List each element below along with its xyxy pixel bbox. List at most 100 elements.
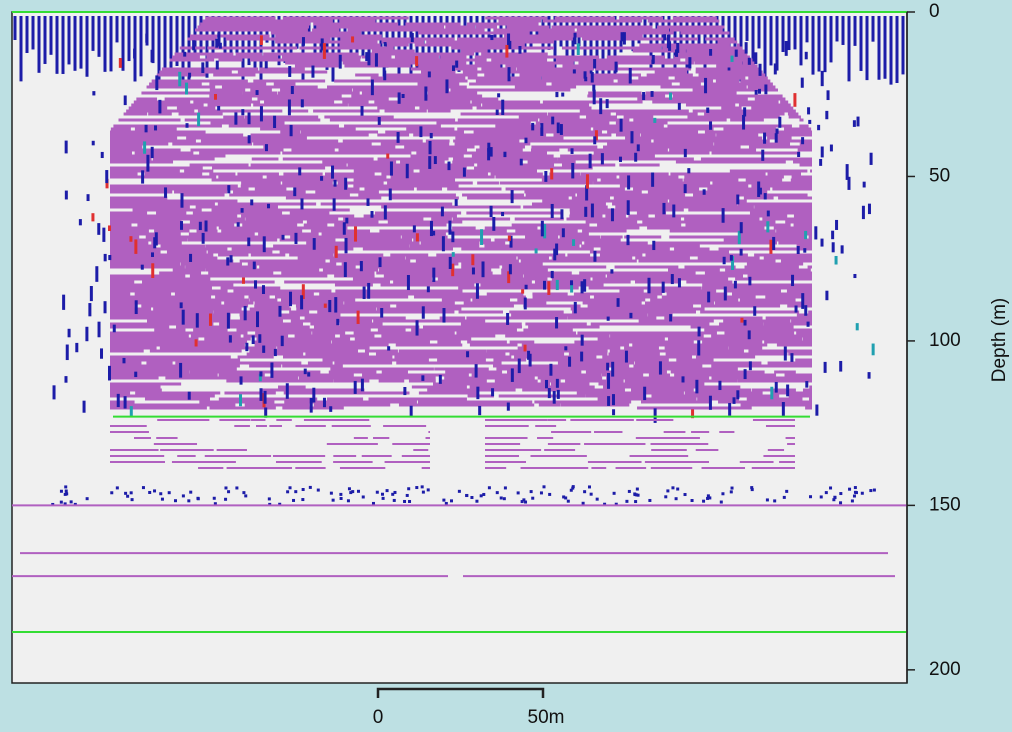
texture xyxy=(241,208,244,213)
texture xyxy=(556,280,559,290)
texture xyxy=(630,131,633,143)
texture xyxy=(599,98,602,114)
texture xyxy=(718,381,721,390)
texture xyxy=(312,388,315,403)
texture xyxy=(406,494,409,497)
texture xyxy=(574,302,577,313)
texture xyxy=(148,491,151,494)
texture xyxy=(556,379,559,388)
texture xyxy=(703,189,706,194)
texture xyxy=(199,222,202,230)
texture xyxy=(244,494,247,497)
texture xyxy=(831,231,834,240)
texture xyxy=(290,125,293,136)
texture xyxy=(648,278,651,294)
texture xyxy=(65,191,68,200)
texture xyxy=(733,397,736,404)
texture xyxy=(383,67,386,76)
texture xyxy=(450,499,453,502)
texture xyxy=(110,491,113,494)
texture xyxy=(611,362,614,377)
texture xyxy=(766,221,769,232)
texture xyxy=(557,390,560,399)
scale-label: 50m xyxy=(528,707,565,728)
texture xyxy=(478,406,481,415)
texture xyxy=(511,368,514,382)
texture xyxy=(432,231,435,236)
texture xyxy=(126,495,129,498)
texture xyxy=(851,499,854,502)
texture xyxy=(820,495,823,498)
texture xyxy=(560,209,563,219)
texture xyxy=(652,241,655,250)
texture xyxy=(551,271,554,278)
texture xyxy=(586,174,589,188)
texture xyxy=(835,256,838,265)
texture xyxy=(188,392,191,400)
texture xyxy=(226,257,229,265)
texture xyxy=(196,313,199,327)
texture xyxy=(804,305,807,316)
texture xyxy=(224,498,227,501)
texture xyxy=(610,269,613,273)
texture xyxy=(634,153,637,162)
texture xyxy=(124,396,127,408)
texture xyxy=(709,396,712,410)
texture xyxy=(662,203,665,214)
texture xyxy=(463,168,466,177)
texture xyxy=(201,62,204,73)
texture xyxy=(584,71,587,78)
texture xyxy=(288,66,291,77)
texture xyxy=(487,143,490,152)
texture xyxy=(669,314,672,321)
texture xyxy=(407,275,410,290)
texture xyxy=(862,206,865,219)
texture xyxy=(161,498,164,501)
texture xyxy=(841,245,844,253)
texture xyxy=(827,90,830,100)
texture xyxy=(131,498,134,501)
texture xyxy=(568,357,571,367)
texture xyxy=(244,306,247,320)
texture xyxy=(289,486,292,489)
texture xyxy=(307,372,310,376)
texture xyxy=(432,268,435,282)
texture xyxy=(531,497,534,500)
texture xyxy=(219,43,222,49)
texture xyxy=(591,204,594,218)
texture xyxy=(508,41,511,49)
texture xyxy=(472,268,475,275)
texture xyxy=(87,194,90,201)
texture xyxy=(873,489,876,492)
texture xyxy=(593,90,596,105)
texture xyxy=(530,490,533,493)
texture xyxy=(669,93,672,100)
texture xyxy=(448,221,451,235)
texture xyxy=(772,237,775,250)
chart: Depth (m) 0 50m 050100150200 xyxy=(0,0,1012,732)
texture xyxy=(607,373,610,389)
texture xyxy=(833,496,836,499)
texture xyxy=(422,491,425,494)
texture xyxy=(853,495,856,498)
texture xyxy=(239,394,242,406)
texture xyxy=(408,500,411,503)
texture xyxy=(584,207,587,217)
texture xyxy=(189,491,192,494)
texture xyxy=(617,298,620,307)
texture xyxy=(490,206,493,217)
texture xyxy=(825,111,828,119)
texture xyxy=(672,205,675,218)
texture xyxy=(731,56,734,62)
texture xyxy=(735,50,738,57)
texture xyxy=(262,346,265,353)
texture xyxy=(620,119,623,132)
texture xyxy=(227,490,230,493)
texture xyxy=(354,381,357,394)
texture xyxy=(549,364,552,376)
texture xyxy=(179,363,182,378)
texture xyxy=(518,46,521,54)
texture xyxy=(601,153,604,164)
texture xyxy=(151,263,154,278)
texture xyxy=(868,372,871,379)
